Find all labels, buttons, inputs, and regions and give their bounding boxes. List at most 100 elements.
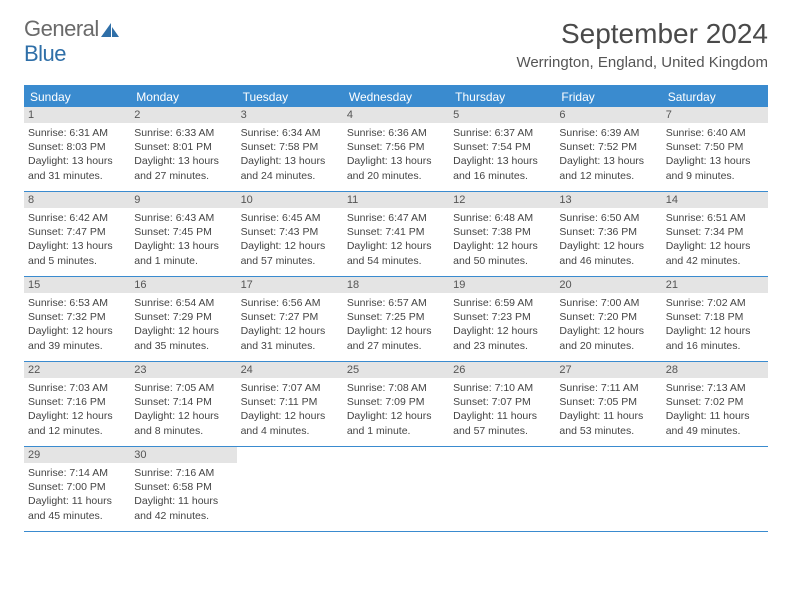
sunrise-text: Sunrise: 6:47 AM bbox=[347, 211, 445, 225]
daylight-text: Daylight: 13 hours bbox=[134, 154, 232, 168]
sunset-text: Sunset: 7:47 PM bbox=[28, 225, 126, 239]
day-number: 9 bbox=[130, 192, 236, 208]
day-number: 5 bbox=[449, 107, 555, 123]
sunrise-text: Sunrise: 6:57 AM bbox=[347, 296, 445, 310]
logo-text: General Blue bbox=[24, 18, 121, 65]
daylight-text: Daylight: 12 hours bbox=[241, 409, 339, 423]
daylight-text: and 9 minutes. bbox=[666, 169, 764, 183]
daylight-text: and 16 minutes. bbox=[666, 339, 764, 353]
day-cell: 20Sunrise: 7:00 AMSunset: 7:20 PMDayligh… bbox=[555, 277, 661, 361]
day-number: 28 bbox=[662, 362, 768, 378]
daylight-text: Daylight: 12 hours bbox=[134, 324, 232, 338]
day-number: 13 bbox=[555, 192, 661, 208]
sunset-text: Sunset: 8:03 PM bbox=[28, 140, 126, 154]
sunset-text: Sunset: 7:43 PM bbox=[241, 225, 339, 239]
day-cell: 25Sunrise: 7:08 AMSunset: 7:09 PMDayligh… bbox=[343, 362, 449, 446]
sunset-text: Sunset: 7:05 PM bbox=[559, 395, 657, 409]
weekday-header-row: SundayMondayTuesdayWednesdayThursdayFrid… bbox=[24, 87, 768, 107]
day-cell: 10Sunrise: 6:45 AMSunset: 7:43 PMDayligh… bbox=[237, 192, 343, 276]
day-cell: 17Sunrise: 6:56 AMSunset: 7:27 PMDayligh… bbox=[237, 277, 343, 361]
daylight-text: and 42 minutes. bbox=[666, 254, 764, 268]
daylight-text: and 35 minutes. bbox=[134, 339, 232, 353]
day-cell: 30Sunrise: 7:16 AMSunset: 6:58 PMDayligh… bbox=[130, 447, 236, 531]
daylight-text: and 53 minutes. bbox=[559, 424, 657, 438]
day-number: 30 bbox=[130, 447, 236, 463]
sunrise-text: Sunrise: 7:07 AM bbox=[241, 381, 339, 395]
weekday-header: Thursday bbox=[449, 87, 555, 107]
daylight-text: and 49 minutes. bbox=[666, 424, 764, 438]
day-cell: 24 Sunrise: 7:07 AMSunset: 7:11 PMDayligh… bbox=[237, 362, 343, 446]
sunrise-text: Sunrise: 6:42 AM bbox=[28, 211, 126, 225]
daylight-text: Daylight: 12 hours bbox=[28, 324, 126, 338]
sunrise-text: Sunrise: 6:54 AM bbox=[134, 296, 232, 310]
sunrise-text: Sunrise: 7:10 AM bbox=[453, 381, 551, 395]
sunrise-text: Sunrise: 7:05 AM bbox=[134, 381, 232, 395]
daylight-text: and 1 minute. bbox=[347, 424, 445, 438]
sunrise-text: Sunrise: 6:40 AM bbox=[666, 126, 764, 140]
daylight-text: and 57 minutes. bbox=[241, 254, 339, 268]
daylight-text: Daylight: 12 hours bbox=[559, 324, 657, 338]
empty-day-cell bbox=[449, 447, 555, 531]
sunrise-text: Sunrise: 6:33 AM bbox=[134, 126, 232, 140]
day-number: 3 bbox=[237, 107, 343, 123]
sunset-text: Sunset: 7:38 PM bbox=[453, 225, 551, 239]
sunset-text: Sunset: 7:23 PM bbox=[453, 310, 551, 324]
day-cell: 27Sunrise: 7:11 AMSunset: 7:05 PMDayligh… bbox=[555, 362, 661, 446]
sunrise-text: Sunrise: 7:02 AM bbox=[666, 296, 764, 310]
day-number: 4 bbox=[343, 107, 449, 123]
sunrise-text: Sunrise: 6:51 AM bbox=[666, 211, 764, 225]
day-cell: 8Sunrise: 6:42 AMSunset: 7:47 PMDaylight… bbox=[24, 192, 130, 276]
calendar: SundayMondayTuesdayWednesdayThursdayFrid… bbox=[24, 85, 768, 532]
sunrise-text: Sunrise: 7:16 AM bbox=[134, 466, 232, 480]
daylight-text: and 4 minutes. bbox=[241, 424, 339, 438]
daylight-text: and 23 minutes. bbox=[453, 339, 551, 353]
sunrise-text: Sunrise: 7:00 AM bbox=[559, 296, 657, 310]
daylight-text: Daylight: 13 hours bbox=[28, 239, 126, 253]
logo-word-2: Blue bbox=[24, 41, 66, 66]
day-number: 16 bbox=[130, 277, 236, 293]
sunset-text: Sunset: 7:25 PM bbox=[347, 310, 445, 324]
day-number: 29 bbox=[24, 447, 130, 463]
day-cell: 1Sunrise: 6:31 AMSunset: 8:03 PMDaylight… bbox=[24, 107, 130, 191]
day-number: 12 bbox=[449, 192, 555, 208]
sunset-text: Sunset: 7:07 PM bbox=[453, 395, 551, 409]
sunset-text: Sunset: 7:29 PM bbox=[134, 310, 232, 324]
sunset-text: Sunset: 7:45 PM bbox=[134, 225, 232, 239]
daylight-text: and 20 minutes. bbox=[347, 169, 445, 183]
daylight-text: Daylight: 13 hours bbox=[347, 154, 445, 168]
empty-day-cell bbox=[555, 447, 661, 531]
sunset-text: Sunset: 7:54 PM bbox=[453, 140, 551, 154]
day-number: 18 bbox=[343, 277, 449, 293]
sunset-text: Sunset: 7:50 PM bbox=[666, 140, 764, 154]
daylight-text: and 54 minutes. bbox=[347, 254, 445, 268]
day-cell: 9Sunrise: 6:43 AMSunset: 7:45 PMDaylight… bbox=[130, 192, 236, 276]
empty-day-cell bbox=[343, 447, 449, 531]
day-cell: 13Sunrise: 6:50 AMSunset: 7:36 PMDayligh… bbox=[555, 192, 661, 276]
day-cell: 3Sunrise: 6:34 AMSunset: 7:58 PMDaylight… bbox=[237, 107, 343, 191]
daylight-text: and 45 minutes. bbox=[28, 509, 126, 523]
page-title: September 2024 bbox=[516, 18, 768, 50]
daylight-text: Daylight: 12 hours bbox=[559, 239, 657, 253]
daylight-text: Daylight: 12 hours bbox=[347, 409, 445, 423]
daylight-text: Daylight: 11 hours bbox=[666, 409, 764, 423]
sunrise-text: Sunrise: 6:56 AM bbox=[241, 296, 339, 310]
sunset-text: Sunset: 8:01 PM bbox=[134, 140, 232, 154]
day-number: 27 bbox=[555, 362, 661, 378]
sunrise-text: Sunrise: 7:11 AM bbox=[559, 381, 657, 395]
sunrise-text: Sunrise: 6:31 AM bbox=[28, 126, 126, 140]
daylight-text: Daylight: 11 hours bbox=[28, 494, 126, 508]
sunset-text: Sunset: 7:14 PM bbox=[134, 395, 232, 409]
weekday-header: Friday bbox=[555, 87, 661, 107]
day-number: 24 bbox=[237, 362, 343, 378]
daylight-text: Daylight: 13 hours bbox=[559, 154, 657, 168]
daylight-text: Daylight: 12 hours bbox=[453, 324, 551, 338]
day-cell: 22Sunrise: 7:03 AMSunset: 7:16 PMDayligh… bbox=[24, 362, 130, 446]
daylight-text: and 20 minutes. bbox=[559, 339, 657, 353]
sunset-text: Sunset: 7:11 PM bbox=[241, 395, 339, 409]
day-cell: 14Sunrise: 6:51 AMSunset: 7:34 PMDayligh… bbox=[662, 192, 768, 276]
empty-day-cell bbox=[237, 447, 343, 531]
week-row: 15Sunrise: 6:53 AMSunset: 7:32 PMDayligh… bbox=[24, 277, 768, 362]
header: General Blue September 2024 Werrington, … bbox=[0, 0, 792, 77]
sunset-text: Sunset: 7:36 PM bbox=[559, 225, 657, 239]
daylight-text: Daylight: 13 hours bbox=[241, 154, 339, 168]
